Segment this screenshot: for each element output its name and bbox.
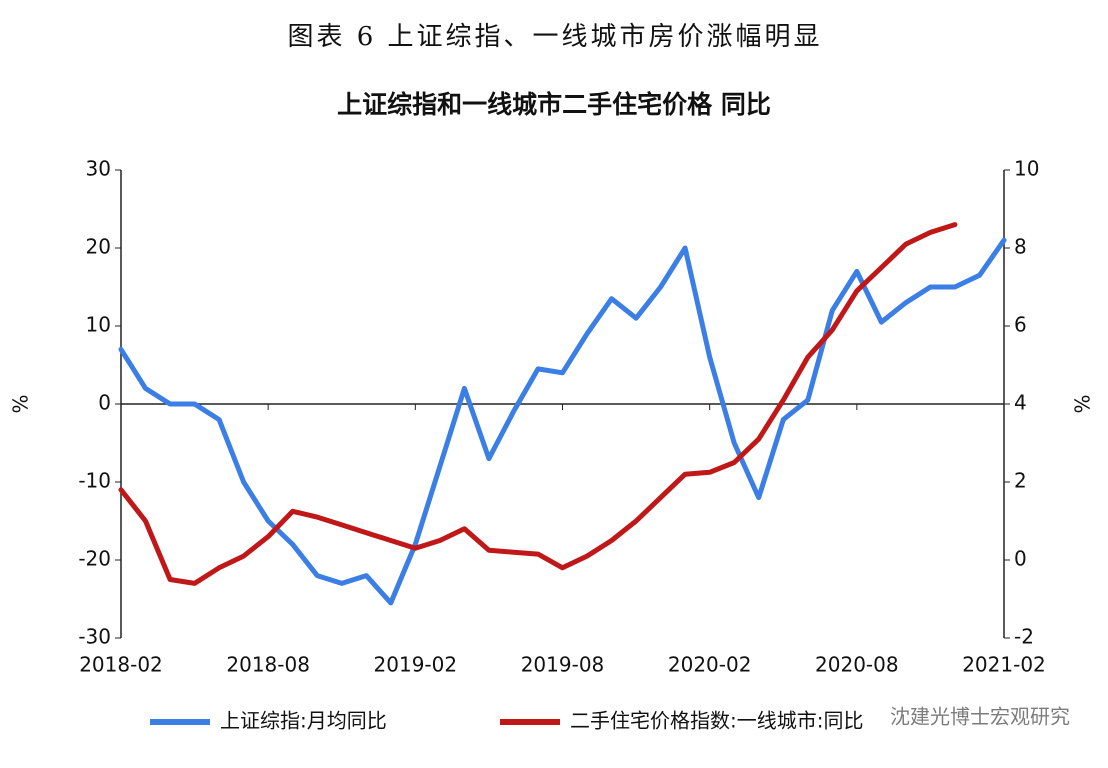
y2-tick-label: 6 [1014,313,1027,337]
x-tick-label: 2020-08 [815,653,899,677]
chart-title: 上证综指和一线城市二手住宅价格 同比 [337,90,771,119]
y2-tick-label: 0 [1014,547,1027,571]
y-tick-label: -30 [78,625,111,649]
y2-tick-label: 2 [1014,469,1027,493]
y-tick-label: 10 [86,313,111,337]
y-tick-label: 0 [98,391,111,415]
x-tick-label: 2018-08 [226,653,310,677]
y-tick-label: -20 [78,547,111,571]
legend-label: 上证综指:月均同比 [220,709,387,733]
watermark: 沈建光博士宏观研究 [890,705,1070,729]
x-tick-label: 2018-02 [79,653,163,677]
series-line [118,222,958,586]
heading: 图表 6 上证综指、一线城市房价涨幅明显 [287,22,822,52]
y-tick-label: -10 [78,469,111,493]
legend-label: 二手住宅价格指数:一线城市:同比 [570,709,863,733]
x-tick-label: 2019-08 [521,653,605,677]
y-tick-label: 30 [86,157,111,181]
x-tick-label: 2019-02 [374,653,458,677]
y2-tick-label: 10 [1014,157,1039,181]
y2-tick-label: -2 [1014,625,1034,649]
series-line [118,237,1007,606]
y2-axis-label: % [1070,394,1094,413]
y-tick-label: 20 [86,235,111,259]
y2-tick-label: 4 [1014,391,1027,415]
x-tick-label: 2021-02 [962,653,1046,677]
x-tick-label: 2020-02 [668,653,752,677]
y-axis-label: % [8,394,32,413]
y2-tick-label: 8 [1014,235,1027,259]
